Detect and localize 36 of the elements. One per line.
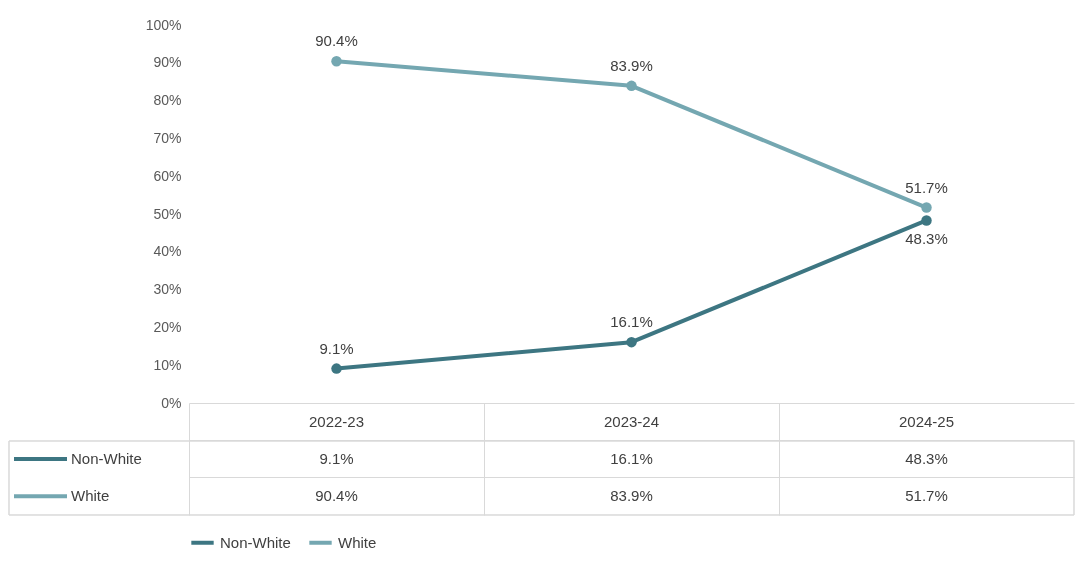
point <box>921 202 932 213</box>
text: 51.7% <box>905 178 948 196</box>
point <box>626 336 637 348</box>
text: 83.9% <box>610 56 653 74</box>
x-tick-label: 2022-23 <box>308 412 365 430</box>
y-tick-label: 80% <box>153 92 182 109</box>
y-tick-label: 50% <box>153 205 182 222</box>
data-label: 16.1% <box>610 450 653 467</box>
point <box>626 80 637 92</box>
text: 48.3% <box>905 230 948 248</box>
text: 90.4% <box>315 32 358 50</box>
y-tick-label: 90% <box>153 54 182 71</box>
text: Non-White <box>71 450 142 467</box>
y-tick-label: 10% <box>153 356 182 373</box>
text: 9.1% <box>319 339 354 357</box>
legend-label: Non-White <box>220 533 291 551</box>
data-label: 51.7% <box>905 487 948 505</box>
data-label: 90.4% <box>315 487 358 505</box>
point <box>921 215 932 226</box>
data-label: 48.3% <box>905 450 948 467</box>
x-tick-label: 2024-25 <box>898 412 955 430</box>
y-tick-label: 60% <box>153 167 182 184</box>
point <box>331 56 342 67</box>
text: 16.1% <box>610 313 653 331</box>
y-tick-label: 70% <box>153 129 182 146</box>
y-tick-label: 30% <box>153 281 182 298</box>
data-label: 9.1% <box>319 450 354 467</box>
data-label: 83.9% <box>610 487 653 505</box>
point <box>331 363 342 374</box>
y-tick-label: 0% <box>161 394 182 411</box>
x-tick-label: 2023-24 <box>603 412 660 430</box>
text: White <box>71 487 110 505</box>
legend-label: White <box>338 533 377 551</box>
y-tick-label: 20% <box>153 318 182 335</box>
y-tick-label: 40% <box>153 243 182 260</box>
y-tick-label: 100% <box>145 16 182 33</box>
